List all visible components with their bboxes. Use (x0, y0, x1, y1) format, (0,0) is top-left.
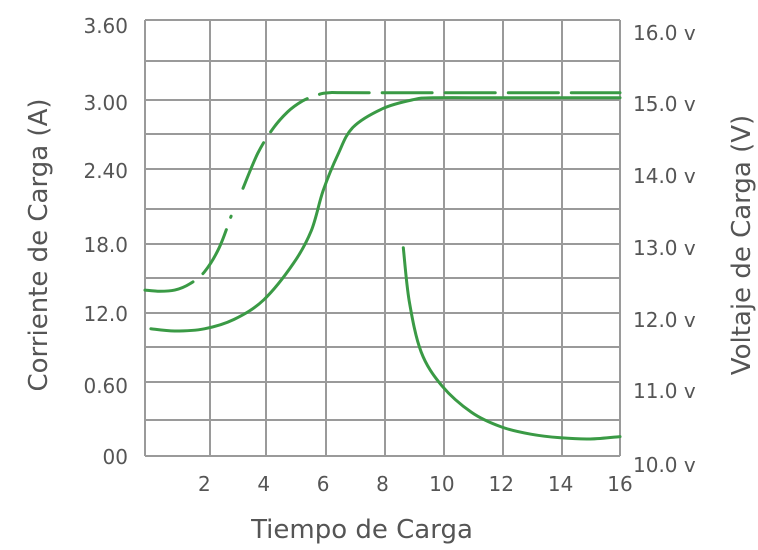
y-left-tick-labels: 3.60 3.00 2.40 18.0 12.0 0.60 00 (83, 14, 128, 469)
y-left-tick-label: 3.00 (83, 91, 128, 115)
y-right-tick-label: 11.0 v (633, 379, 696, 403)
y-left-tick-label: 0.60 (83, 374, 128, 398)
x-tick-labels: 2 4 6 8 10 12 14 16 (198, 472, 633, 496)
series-line-1 (143, 214, 233, 293)
series-line-3 (149, 96, 622, 333)
y-left-tick-label: 2.40 (83, 159, 128, 183)
y-right-tick-label: 16.0 v (633, 21, 696, 45)
x-tick-label: 12 (489, 472, 514, 496)
x-tick-label: 16 (607, 472, 632, 496)
series-line-4 (401, 246, 622, 441)
x-axis-title: Tiempo de Carga (250, 515, 473, 545)
y-right-tick-label: 14.0 v (633, 164, 696, 188)
x-tick-label: 14 (548, 472, 573, 496)
x-tick-label: 10 (429, 472, 454, 496)
y-right-tick-label: 15.0 v (633, 92, 696, 116)
y-right-tick-labels: 16.0 v 15.0 v 14.0 v 13.0 v 12.0 v 11.0 v 10.0… (633, 21, 696, 477)
y-left-axis-title: Corriente de Carga (A) (24, 99, 54, 392)
series-line-2 (241, 91, 622, 190)
y-right-tick-label: 12.0 v (633, 308, 696, 332)
x-tick-label: 6 (317, 472, 330, 496)
grid (144, 19, 621, 457)
y-right-tick-label: 10.0 v (633, 453, 696, 477)
series-layer (143, 91, 622, 441)
y-left-tick-label: 00 (103, 445, 128, 469)
x-tick-label: 2 (198, 472, 211, 496)
x-tick-label: 8 (376, 472, 389, 496)
y-right-axis-title: Voltaje de Carga (V) (727, 115, 757, 375)
y-left-tick-label: 3.60 (83, 14, 128, 38)
y-left-tick-label: 18.0 (83, 233, 128, 257)
x-tick-label: 4 (257, 472, 270, 496)
y-right-tick-label: 13.0 v (633, 236, 696, 260)
y-left-tick-label: 12.0 (83, 302, 128, 326)
